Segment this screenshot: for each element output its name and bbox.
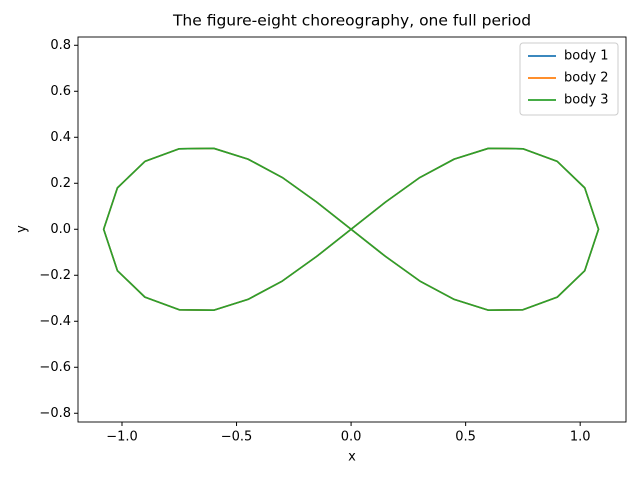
x-tick-label: −1.0 xyxy=(106,430,138,445)
legend-label: body 3 xyxy=(564,93,609,108)
legend-box xyxy=(519,42,619,116)
x-axis-label: x xyxy=(348,450,356,465)
y-tick-label: 0.0 xyxy=(50,222,71,237)
y-tick-label: −0.2 xyxy=(39,268,71,283)
series-line xyxy=(102,147,600,312)
plot-frame xyxy=(77,36,627,423)
y-tick-label: −0.8 xyxy=(39,406,71,421)
x-tick-label: −0.5 xyxy=(221,430,253,445)
y-tick-label: 0.8 xyxy=(50,38,71,53)
y-tick-label: 0.2 xyxy=(50,176,71,191)
x-tick-label: 0.5 xyxy=(455,430,476,445)
x-tick-label: 1.0 xyxy=(570,430,591,445)
x-tick-label: 0.0 xyxy=(341,430,362,445)
legend-label: body 2 xyxy=(564,71,609,86)
y-tick-label: 0.6 xyxy=(50,84,71,99)
y-tick-label: −0.4 xyxy=(39,314,71,329)
y-axis-label: y xyxy=(15,225,30,233)
y-tick-label: −0.6 xyxy=(39,360,71,375)
y-tick-label: 0.4 xyxy=(50,130,71,145)
legend-label: body 1 xyxy=(564,49,609,64)
chart-title: The figure-eight choreography, one full … xyxy=(172,12,531,30)
